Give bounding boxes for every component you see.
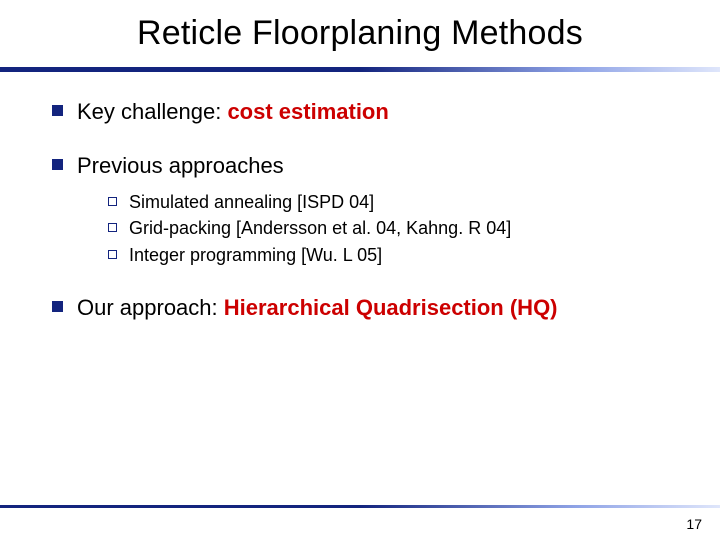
bullet-emphasis: Hierarchical Quadrisection (HQ) [224, 295, 558, 320]
sub-bullet-text: Simulated annealing [ISPD 04] [129, 191, 374, 214]
bullet-prefix: Our approach: [77, 295, 224, 320]
title-block: Reticle Floorplaning Methods [0, 0, 720, 53]
open-square-bullet-icon [108, 223, 117, 232]
bullet-item: Previous approaches [52, 152, 680, 180]
square-bullet-icon [52, 159, 63, 170]
open-square-bullet-icon [108, 250, 117, 259]
bullet-emphasis: cost estimation [227, 99, 388, 124]
sub-list: Simulated annealing [ISPD 04] Grid-packi… [52, 183, 680, 267]
sub-bullet-text: Grid-packing [Andersson et al. 04, Kahng… [129, 217, 511, 240]
sub-bullet-item: Grid-packing [Andersson et al. 04, Kahng… [108, 217, 680, 240]
bullet-text: Previous approaches [77, 152, 284, 180]
sub-bullet-item: Integer programming [Wu. L 05] [108, 244, 680, 267]
spacer [52, 270, 680, 294]
square-bullet-icon [52, 301, 63, 312]
footer-divider [0, 505, 720, 508]
open-square-bullet-icon [108, 197, 117, 206]
body: Key challenge: cost estimation Previous … [0, 72, 720, 322]
bullet-item: Key challenge: cost estimation [52, 98, 680, 126]
bullet-prefix: Key challenge: [77, 99, 227, 124]
page-number: 17 [686, 516, 702, 532]
bullet-item: Our approach: Hierarchical Quadrisection… [52, 294, 680, 322]
bullet-prefix: Previous approaches [77, 153, 284, 178]
slide-title: Reticle Floorplaning Methods [40, 14, 680, 53]
bullet-text: Key challenge: cost estimation [77, 98, 389, 126]
bullet-text: Our approach: Hierarchical Quadrisection… [77, 294, 558, 322]
sub-bullet-item: Simulated annealing [ISPD 04] [108, 191, 680, 214]
square-bullet-icon [52, 105, 63, 116]
sub-bullet-text: Integer programming [Wu. L 05] [129, 244, 382, 267]
slide-root: Reticle Floorplaning Methods Key challen… [0, 0, 720, 540]
